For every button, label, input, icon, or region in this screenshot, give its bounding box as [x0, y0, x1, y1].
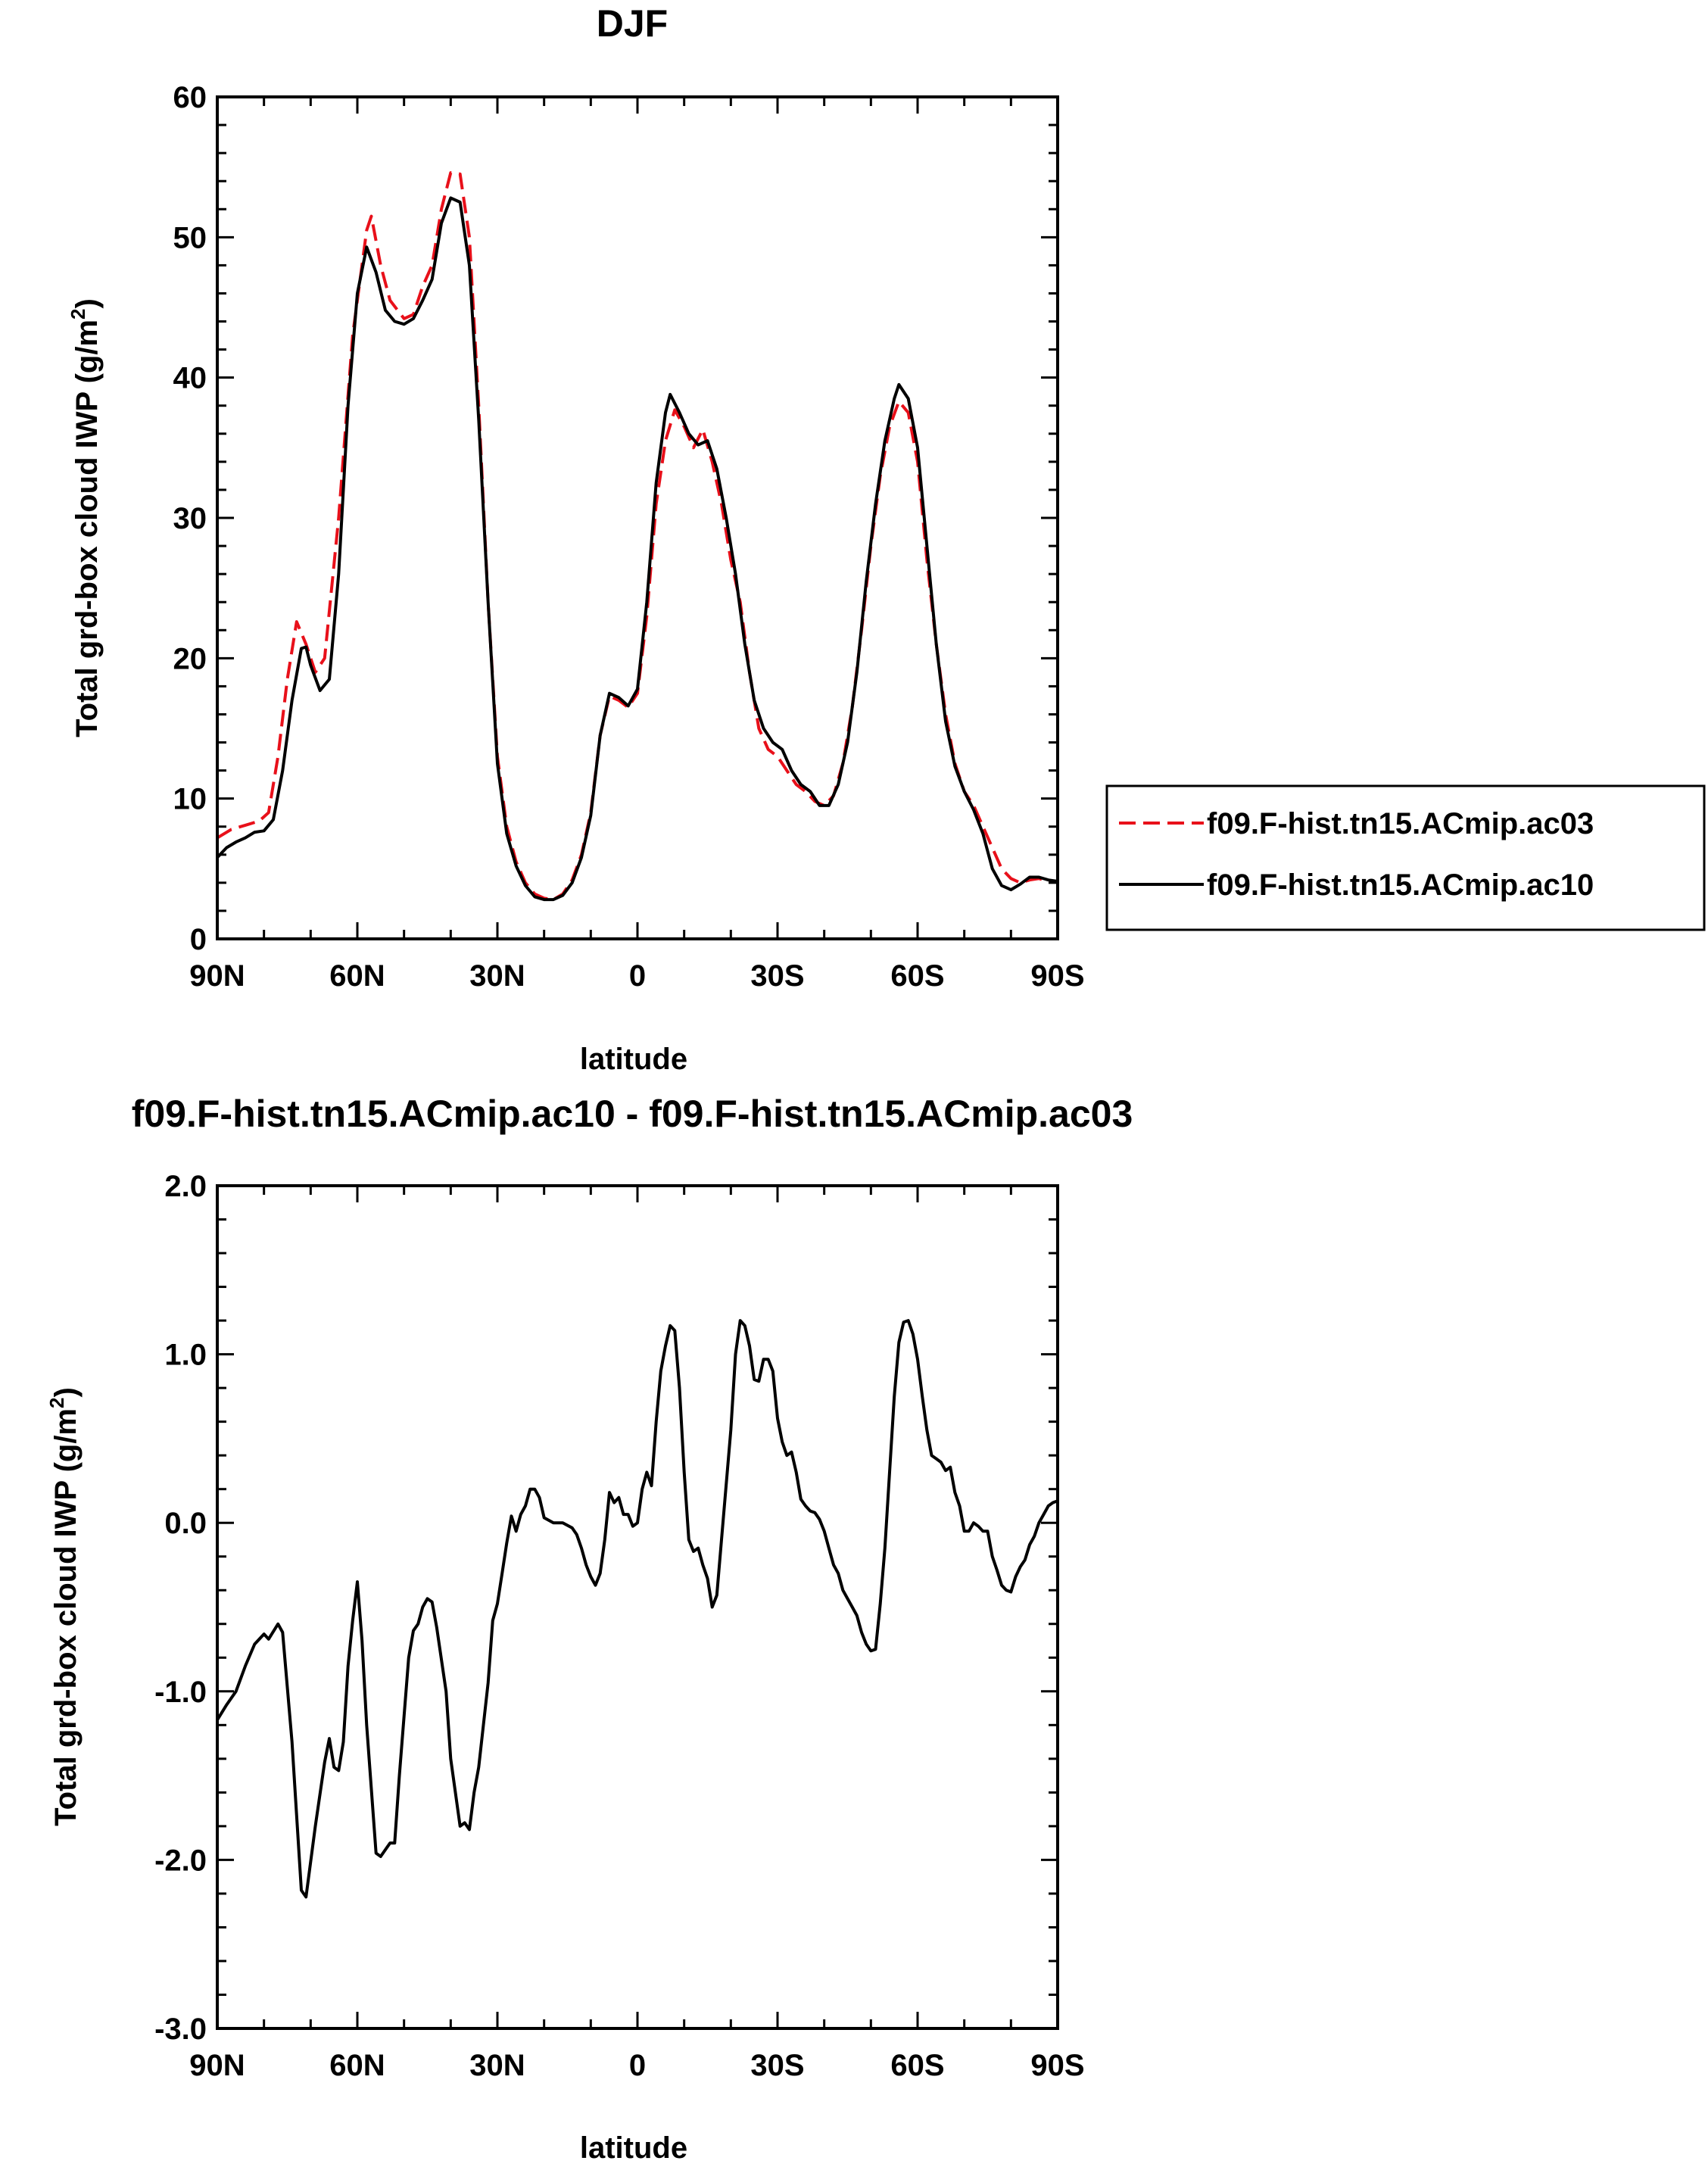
ticks-layer: [216, 95, 1059, 940]
tick-labels: 90N 60N 30N 0 30S 60S 90S -3.0 -2.0 -1.0 0.0 1.0 2.0: [154, 1170, 1085, 2082]
y-tick-label: 50: [173, 221, 207, 254]
chart-title: DJF: [597, 2, 668, 45]
legend-entry-ac03: f09.F-hist.tn15.ACmip.ac03: [1207, 807, 1594, 840]
chart-title: f09.F-hist.tn15.ACmip.ac10 - f09.F-hist.…: [132, 1093, 1133, 1135]
y-tick-label: -3.0: [154, 2013, 207, 2046]
x-tick-label: 60N: [329, 2049, 385, 2082]
series-line-series-0: [216, 1319, 1058, 1899]
legend-box: [1105, 784, 1706, 931]
x-tick-label: 90N: [189, 959, 245, 993]
y-tick-label: 40: [173, 362, 207, 395]
y-tick-label: -2.0: [154, 1844, 207, 1877]
legend: f09.F-hist.tn15.ACmip.ac03 f09.F-hist.tn…: [1105, 784, 1706, 931]
series-layer: [216, 1319, 1058, 1899]
x-tick-label: 60N: [329, 959, 385, 993]
top-panel: DJF 90N 60N 30N 0 30S 60S 90S 0 10 20 30 40 50 60 lat…: [67, 2, 1706, 1076]
y-tick-label: 10: [173, 783, 207, 816]
plot-frame: [216, 1184, 1059, 2030]
y-tick-label: 0.0: [164, 1507, 207, 1540]
bottom-panel: f09.F-hist.tn15.ACmip.ac10 - f09.F-hist.…: [45, 1093, 1133, 2165]
y-tick-label: 0: [190, 923, 207, 956]
x-tick-label: 30S: [750, 959, 804, 993]
y-axis-label: Total grd-box cloud IWP (g/m2): [67, 298, 104, 737]
x-tick-label: 60S: [890, 2049, 944, 2082]
series-layer: [216, 171, 1058, 902]
x-tick-label: 0: [629, 2049, 646, 2082]
y-tick-label: 1.0: [164, 1339, 207, 1372]
tick-labels: 90N 60N 30N 0 30S 60S 90S 0 10 20 30 40 50 60: [173, 81, 1085, 993]
series-line-f09.F-hist.tn15.ACmip.ac10: [216, 196, 1058, 902]
x-axis-label: latitude: [580, 1043, 687, 1076]
plot-frame: [216, 95, 1059, 940]
x-tick-label: 30S: [750, 2049, 804, 2082]
series-line-f09.F-hist.tn15.ACmip.ac03: [216, 171, 1058, 902]
y-axis-label: Total grd-box cloud IWP (g/m2): [45, 1387, 83, 1826]
x-tick-label: 60S: [890, 959, 944, 993]
legend-entry-ac10: f09.F-hist.tn15.ACmip.ac10: [1207, 868, 1594, 902]
x-tick-label: 30N: [469, 2049, 525, 2082]
x-axis-label: latitude: [580, 2131, 687, 2165]
x-tick-label: 90N: [189, 2049, 245, 2082]
y-tick-label: 60: [173, 81, 207, 114]
x-tick-label: 90S: [1030, 959, 1084, 993]
x-tick-label: 90S: [1030, 2049, 1084, 2082]
y-tick-label: 2.0: [164, 1170, 207, 1203]
x-tick-label: 0: [629, 959, 646, 993]
x-tick-label: 30N: [469, 959, 525, 993]
y-tick-label: 20: [173, 642, 207, 675]
ticks-layer: [216, 1184, 1059, 2030]
y-tick-label: -1.0: [154, 1676, 207, 1709]
y-tick-label: 30: [173, 502, 207, 535]
